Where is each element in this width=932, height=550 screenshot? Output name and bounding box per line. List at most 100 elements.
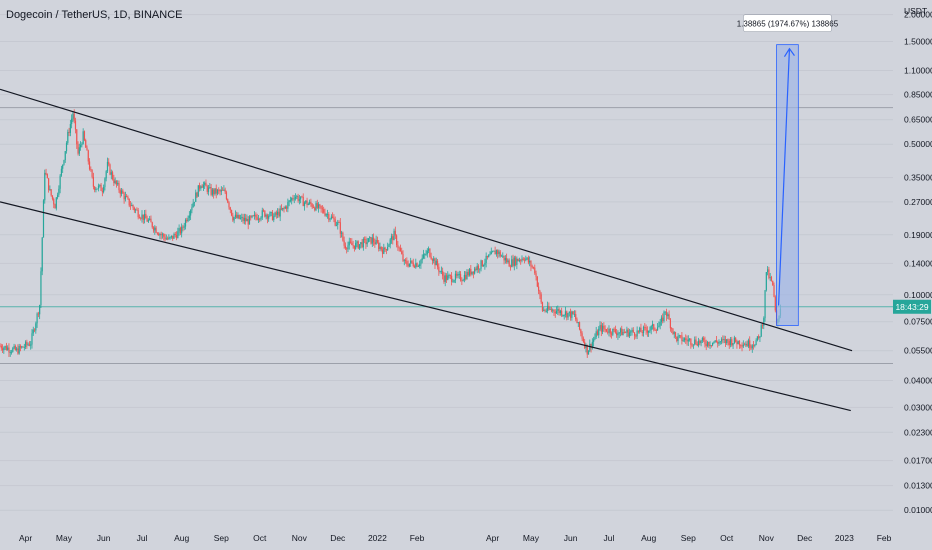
candle-body bbox=[150, 218, 152, 223]
candle-body bbox=[672, 328, 674, 334]
candle-body bbox=[159, 234, 161, 236]
candle-body bbox=[100, 184, 102, 191]
candle-body bbox=[566, 311, 568, 318]
candle-body bbox=[315, 203, 317, 211]
candle-body bbox=[364, 238, 366, 240]
candle-body bbox=[347, 245, 349, 250]
candle-body bbox=[55, 197, 57, 209]
candle-body bbox=[768, 269, 770, 278]
candle-body bbox=[765, 272, 767, 291]
projection: 1.38865 (1974.67%) 138865 bbox=[737, 14, 839, 326]
candle-body bbox=[376, 240, 379, 243]
candle-body bbox=[642, 326, 645, 334]
candle-body bbox=[649, 329, 651, 331]
candle-body bbox=[21, 346, 23, 348]
price-tag-text: 18:43:29 bbox=[895, 302, 928, 312]
candle-body bbox=[216, 189, 219, 194]
candle-body bbox=[72, 113, 74, 119]
candle-body bbox=[329, 218, 331, 220]
candle-body bbox=[466, 271, 468, 280]
candle-body bbox=[495, 250, 497, 255]
candle-body bbox=[530, 260, 532, 267]
candle-body bbox=[161, 234, 164, 236]
candle-body bbox=[378, 242, 380, 249]
candle-body bbox=[743, 344, 746, 346]
candle-body bbox=[229, 207, 231, 210]
candle-body bbox=[325, 214, 327, 216]
candle-body bbox=[576, 319, 578, 324]
candle-body bbox=[155, 227, 157, 233]
candle-body bbox=[127, 196, 129, 199]
currency-label: USDT bbox=[904, 6, 927, 16]
candle-body bbox=[278, 211, 280, 217]
projection-label: 1.38865 (1974.67%) 138865 bbox=[737, 20, 839, 29]
candle-body bbox=[509, 266, 512, 268]
candle-body bbox=[187, 217, 189, 221]
candle-body bbox=[746, 343, 748, 347]
candle-body bbox=[704, 340, 706, 345]
candle-body bbox=[498, 251, 500, 255]
candle-body bbox=[314, 207, 316, 211]
candle-body bbox=[598, 328, 600, 336]
candle-body bbox=[410, 260, 412, 264]
candle-body bbox=[463, 275, 466, 281]
candle-body bbox=[453, 280, 455, 282]
candle-body bbox=[529, 260, 531, 263]
candle-body bbox=[41, 237, 43, 272]
candle-body bbox=[261, 210, 263, 218]
candle-body bbox=[97, 185, 100, 189]
candle-body bbox=[211, 189, 213, 195]
candle-body bbox=[206, 186, 208, 192]
candle-body bbox=[201, 186, 203, 188]
candle-body bbox=[538, 286, 540, 291]
candle-body bbox=[659, 322, 661, 326]
candle-body bbox=[685, 338, 687, 340]
candle-body bbox=[230, 209, 233, 216]
candle-body bbox=[631, 329, 633, 332]
candles bbox=[0, 109, 782, 358]
candle-body bbox=[142, 214, 144, 220]
candle-body bbox=[256, 217, 258, 220]
candle-body bbox=[419, 264, 421, 266]
y-axis: USDT 2.00000 1.50000 1.10000 0.85000 0.65000… bbox=[904, 6, 932, 515]
candle-body bbox=[737, 340, 739, 345]
candle-body bbox=[680, 335, 682, 337]
candle-body bbox=[653, 324, 655, 330]
candle-body bbox=[438, 266, 440, 272]
candle-body bbox=[73, 113, 75, 121]
candle-body bbox=[219, 190, 221, 192]
candle-body bbox=[585, 344, 587, 348]
candle-body bbox=[42, 200, 45, 238]
candle-body bbox=[726, 339, 728, 344]
candle-body bbox=[590, 343, 592, 348]
candle-body bbox=[54, 204, 56, 209]
candle-body bbox=[601, 325, 604, 332]
candle-body bbox=[250, 216, 252, 218]
candle-body bbox=[247, 218, 249, 225]
candle-body bbox=[425, 254, 427, 256]
candle-body bbox=[471, 271, 473, 275]
candle-body bbox=[385, 249, 387, 251]
candle-body bbox=[214, 188, 216, 195]
candle-body bbox=[682, 340, 684, 342]
candle-body bbox=[648, 330, 650, 333]
x-tick-label: May bbox=[56, 533, 73, 543]
candle-body bbox=[575, 314, 577, 320]
candle-body bbox=[283, 207, 285, 209]
current-price-tag[interactable]: 18:43:29 bbox=[893, 299, 931, 314]
candle-body bbox=[589, 343, 591, 351]
candle-body bbox=[669, 319, 671, 329]
candle-body bbox=[705, 344, 707, 346]
candle-body bbox=[433, 258, 435, 261]
candle-body bbox=[280, 208, 283, 210]
candle-body bbox=[506, 258, 508, 263]
candle-body bbox=[259, 218, 261, 220]
candle-body bbox=[101, 190, 103, 193]
candle-body bbox=[63, 160, 65, 165]
candle-body bbox=[126, 196, 128, 197]
candle-body bbox=[152, 227, 155, 231]
x-tick-label: Apr bbox=[486, 533, 499, 543]
candle-body bbox=[190, 210, 192, 216]
candle-body bbox=[751, 345, 753, 349]
candle-body bbox=[664, 311, 666, 313]
